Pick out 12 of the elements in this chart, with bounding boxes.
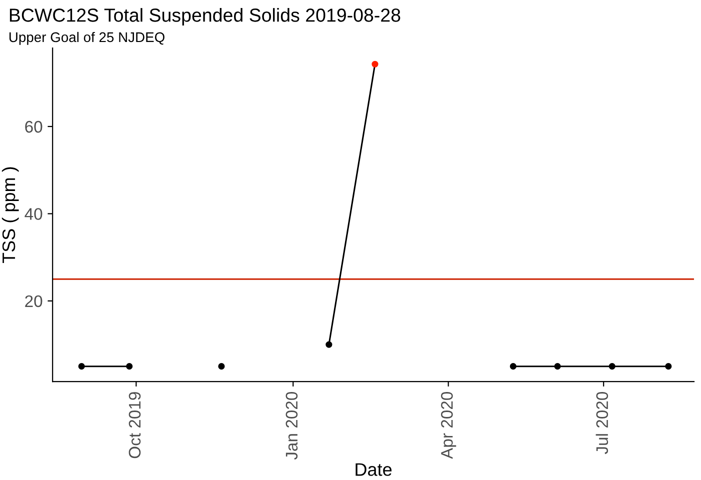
y-tick-label: 40 [24, 208, 42, 220]
point [218, 363, 225, 370]
chart-subtitle: Upper Goal of 25 NJDEQ [9, 32, 164, 45]
y-tick-label: 20 [25, 295, 42, 308]
x-tick-label: Apr 2020 [441, 392, 456, 459]
y-tick-label: 60 [25, 120, 42, 133]
chart-title: BCWC12S Total Suspended Solids 2019-08-28 [10, 8, 400, 26]
x-tick-label: Oct 2019 [128, 392, 141, 458]
x-tick-label: Jan 2020 [286, 392, 298, 460]
y-axis-title: TSS ( ppm ) [2, 167, 19, 264]
x-tick-label: Jul 2020 [596, 392, 608, 454]
x-axis-title: Date [356, 463, 392, 476]
